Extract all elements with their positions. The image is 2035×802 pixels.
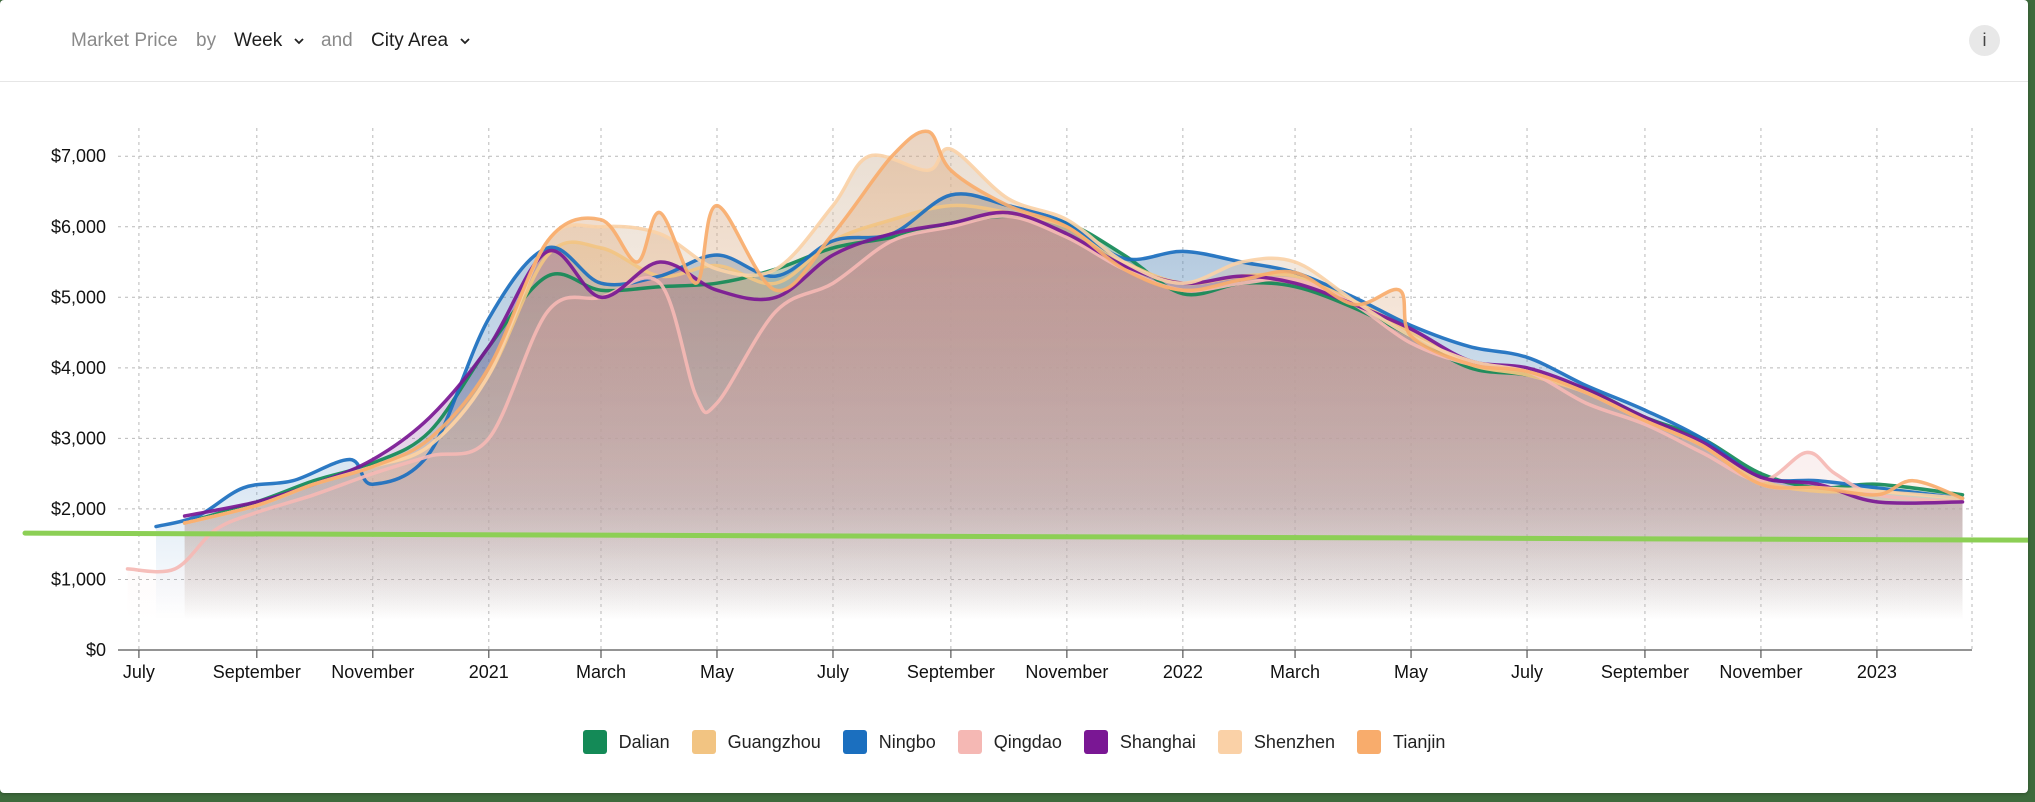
by-label: by [196, 29, 217, 51]
y-tick-label: $5,000 [51, 287, 106, 307]
legend-swatch [1083, 730, 1108, 754]
legend-swatch [957, 730, 982, 754]
series-line-shanghai [182, 210, 1965, 518]
x-tick-label: July [817, 662, 849, 682]
chevron-down-icon [460, 37, 470, 44]
legend-item-tianjin[interactable]: Tianjin [1357, 730, 1445, 754]
area-layer [127, 131, 1963, 621]
x-tick-label: November [331, 662, 414, 682]
group-dropdown-value: City Area [371, 29, 449, 51]
legend-label: Guangzhou [727, 731, 821, 752]
period-dropdown-value: Week [234, 29, 283, 51]
legend-label: Dalian [618, 731, 670, 752]
area-tianjin [184, 131, 1963, 620]
x-tick-label: 2022 [1163, 662, 1203, 682]
reference-layer [22, 530, 2028, 543]
legend-label: Tianjin [1393, 731, 1446, 752]
x-tick-label: 2023 [1857, 662, 1897, 682]
group-dropdown[interactable]: City Area [371, 30, 472, 52]
x-tick-label: July [123, 662, 155, 682]
x-tick-label: November [1025, 662, 1108, 682]
y-tick-label: $3,000 [51, 428, 106, 448]
legend-item-dalian[interactable]: Dalian [582, 730, 670, 754]
legend-swatch [1217, 730, 1242, 754]
axis-layer: $0 $1,000 $2,000 $3,000 $4,000 $5,000 $6,000 $7… [51, 146, 1972, 682]
y-tick-label: $7,000 [51, 146, 106, 166]
line-chart: $0 $1,000 $2,000 $3,000 $4,000 $5,000 $6,000 $7… [22, 128, 2028, 682]
y-tick-label: $4,000 [51, 358, 106, 378]
legend-label: Ningbo [878, 731, 936, 752]
chart-legend: Dalian Guangzhou Ningbo Qingdao Shanghai Shen… [0, 730, 2028, 754]
x-tick-label: May [700, 662, 734, 682]
info-button[interactable]: i [1969, 25, 2000, 56]
legend-label: Shanghai [1119, 731, 1196, 752]
y-tick-label: $2,000 [51, 499, 106, 519]
x-tick-label: 2021 [469, 662, 509, 682]
and-label: and [321, 29, 353, 51]
y-tick-label: $6,000 [51, 217, 106, 237]
chart-toolbar: Market Price by Week and City Area i [0, 0, 2028, 82]
legend-swatch [1357, 730, 1381, 754]
line-layer [125, 129, 1965, 574]
series-line-qingdao [125, 214, 1965, 574]
series-line-tianjin [182, 129, 1965, 525]
x-tick-label: September [1601, 662, 1689, 682]
x-tick-label: March [1270, 662, 1320, 682]
legend-swatch [691, 730, 716, 754]
metric-label: Market Price [71, 29, 178, 51]
series-line-ningbo [154, 192, 1965, 529]
x-tick-label: September [213, 662, 301, 682]
y-tick-label: $0 [86, 640, 106, 660]
legend-item-shanghai[interactable]: Shanghai [1083, 730, 1196, 754]
legend-item-guangzhou[interactable]: Guangzhou [691, 730, 821, 754]
x-tick-label: September [907, 662, 995, 682]
x-tick-label: May [1394, 662, 1428, 682]
chevron-down-icon [294, 37, 304, 44]
legend-item-qingdao[interactable]: Qingdao [957, 730, 1062, 754]
legend-swatch [582, 730, 607, 754]
x-tick-label: November [1719, 662, 1802, 682]
legend-item-ningbo[interactable]: Ningbo [842, 730, 936, 754]
y-tick-label: $1,000 [51, 569, 106, 589]
legend-label: Qingdao [993, 731, 1062, 752]
x-tick-label: July [1511, 662, 1543, 682]
x-tick-label: March [576, 662, 626, 682]
reference-line [22, 530, 2028, 543]
legend-swatch [842, 730, 867, 754]
period-dropdown[interactable]: Week [234, 30, 306, 52]
legend-item-shenzhen[interactable]: Shenzhen [1217, 730, 1335, 754]
legend-label: Shenzhen [1253, 731, 1335, 752]
